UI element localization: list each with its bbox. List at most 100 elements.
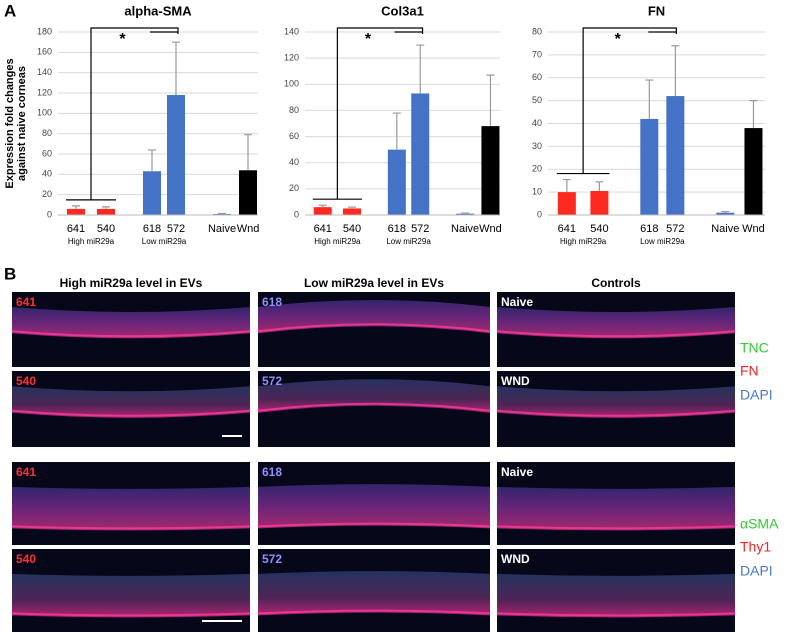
x-tick-label: 641 [558, 223, 576, 235]
error-bar [416, 44, 425, 94]
stroma-line [496, 330, 736, 338]
bar [590, 190, 609, 215]
error-bar [318, 204, 327, 208]
bar [143, 171, 161, 215]
stroma-line [496, 612, 736, 617]
error-bar [721, 210, 730, 213]
x-tick-label: 641 [314, 223, 332, 235]
stroma-line [11, 525, 251, 530]
significance-mark: * [119, 31, 126, 48]
y-tick-label: 50 [532, 95, 542, 105]
tissue-section [497, 486, 735, 531]
y-tick-label: 20 [42, 189, 52, 199]
x-tick-label: Naive [208, 223, 236, 235]
stroma-line [257, 609, 491, 615]
x-tick-label: Wnd [237, 223, 260, 235]
group-label: Low miR29a [640, 237, 685, 246]
error-bar [348, 206, 356, 209]
y-tick-label: 0 [47, 209, 52, 219]
stroma-line [11, 612, 251, 617]
bar [239, 170, 257, 215]
error-bar [562, 178, 571, 193]
panel-label: A [4, 1, 16, 20]
stroma-line [11, 409, 251, 417]
stroma-line [11, 330, 251, 338]
x-tick-label: 540 [590, 223, 608, 235]
tissue-section [12, 386, 250, 418]
tissue-section [258, 379, 490, 413]
x-tick-label: Naive [711, 223, 739, 235]
y-tick-label: 30 [532, 141, 542, 151]
x-tick-label: 572 [666, 223, 684, 235]
stain-legend: TNC [740, 340, 769, 356]
y-tick-label: 120 [284, 53, 299, 63]
error-bar [461, 212, 470, 214]
stain-legend: DAPI [740, 563, 773, 579]
bar [481, 126, 500, 215]
y-tick-label: 80 [532, 26, 542, 36]
significance-mark: * [615, 31, 622, 48]
column-header: High miR29a level in EVs [60, 276, 203, 290]
group-label: High miR29a [560, 237, 607, 246]
y-tick-label: 140 [284, 26, 299, 36]
y-tick-label: 140 [37, 67, 52, 77]
error-bar [172, 41, 180, 96]
error-bar [392, 112, 401, 150]
tissue-section [12, 573, 250, 618]
bar [716, 212, 735, 215]
tissue-section [497, 386, 735, 418]
tissue-section [497, 573, 735, 618]
chart-title: alpha-SMA [124, 3, 192, 18]
x-tick-label: 618 [640, 223, 658, 235]
error-bar [749, 100, 758, 129]
y-axis-label: against naive corneas [16, 66, 28, 181]
bar [97, 208, 115, 215]
y-tick-label: 20 [532, 164, 542, 174]
image-label: 618 [262, 465, 282, 479]
y-tick-label: 60 [289, 131, 299, 141]
stain-legend: Thy1 [740, 539, 771, 555]
stain-legend: DAPI [740, 387, 773, 403]
y-tick-label: 100 [284, 79, 299, 89]
chart-title: FN [648, 3, 665, 18]
error-bar [148, 149, 156, 172]
bar [343, 208, 361, 215]
x-tick-label: 572 [411, 223, 429, 235]
group-label: High miR29a [314, 237, 361, 246]
significance-bracket [312, 27, 424, 200]
image-label: WND [501, 374, 530, 388]
panel-label: B [4, 264, 16, 283]
error-bar [218, 212, 226, 215]
significance-mark: * [365, 31, 372, 48]
tissue-section [497, 307, 735, 339]
x-tick-label: Naive [451, 223, 479, 235]
y-tick-label: 100 [37, 108, 52, 118]
y-tick-label: 60 [42, 148, 52, 158]
error-bar [595, 181, 604, 191]
x-tick-label: 540 [343, 223, 361, 235]
bar [411, 93, 430, 215]
group-label: High miR29a [68, 237, 115, 246]
error-bar [72, 205, 80, 209]
x-tick-label: 641 [67, 223, 85, 235]
y-tick-label: 40 [532, 118, 542, 128]
image-label: 540 [16, 374, 36, 388]
y-tick-label: 160 [37, 47, 52, 57]
tissue-section [258, 571, 490, 616]
error-bar [102, 206, 110, 209]
significance-bracket [556, 27, 677, 175]
y-tick-label: 40 [42, 169, 52, 179]
column-header: Low miR29a level in EVs [304, 276, 444, 290]
group-label: Low miR29a [142, 237, 187, 246]
image-label: Naive [501, 465, 533, 479]
image-label: 572 [262, 374, 282, 388]
bar [744, 128, 763, 215]
y-tick-label: 40 [289, 157, 299, 167]
bar [313, 207, 332, 215]
y-tick-label: 20 [289, 183, 299, 193]
stroma-line [257, 402, 491, 412]
x-tick-label: 572 [167, 223, 185, 235]
error-bar [244, 134, 252, 171]
